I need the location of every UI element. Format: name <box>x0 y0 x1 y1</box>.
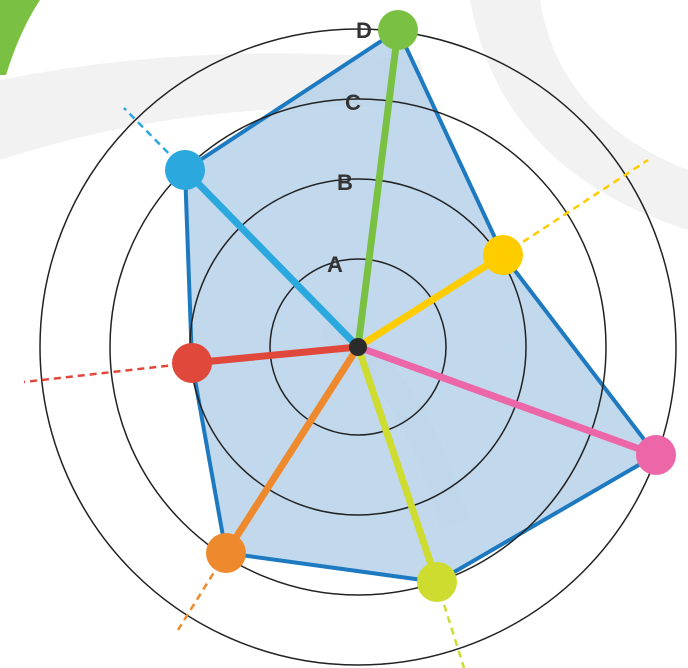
dot-orange <box>206 533 246 573</box>
ring-label-c: C <box>345 90 361 115</box>
spoke-pink <box>354 343 660 459</box>
dot-blue <box>165 150 205 190</box>
dot-pink <box>636 435 676 475</box>
ring-labels: A B C D <box>327 18 372 277</box>
ring-label-b: B <box>337 170 353 195</box>
rings <box>39 28 677 666</box>
spoke-red <box>188 343 362 367</box>
background-swirl <box>470 0 688 230</box>
ring-a <box>269 258 447 436</box>
ring-c <box>109 98 607 596</box>
ring-d <box>39 28 677 666</box>
extension-red <box>23 361 193 384</box>
extension-yellow <box>502 158 649 257</box>
spokes <box>181 26 660 586</box>
spoke-orange <box>222 343 362 557</box>
spoke-blue <box>181 166 362 351</box>
corner-accent <box>0 0 40 75</box>
ring-label-d: D <box>356 18 372 43</box>
dot-green <box>378 10 418 50</box>
spoke-green <box>354 26 402 351</box>
dot-lime <box>417 562 457 602</box>
dot-red <box>172 343 212 383</box>
ring-label-a: A <box>327 252 343 277</box>
center-dot <box>349 338 367 356</box>
spoke-lime <box>354 343 441 586</box>
spoke-end-dots <box>165 10 676 602</box>
spoke-yellow <box>354 251 507 351</box>
dot-yellow <box>483 235 523 275</box>
